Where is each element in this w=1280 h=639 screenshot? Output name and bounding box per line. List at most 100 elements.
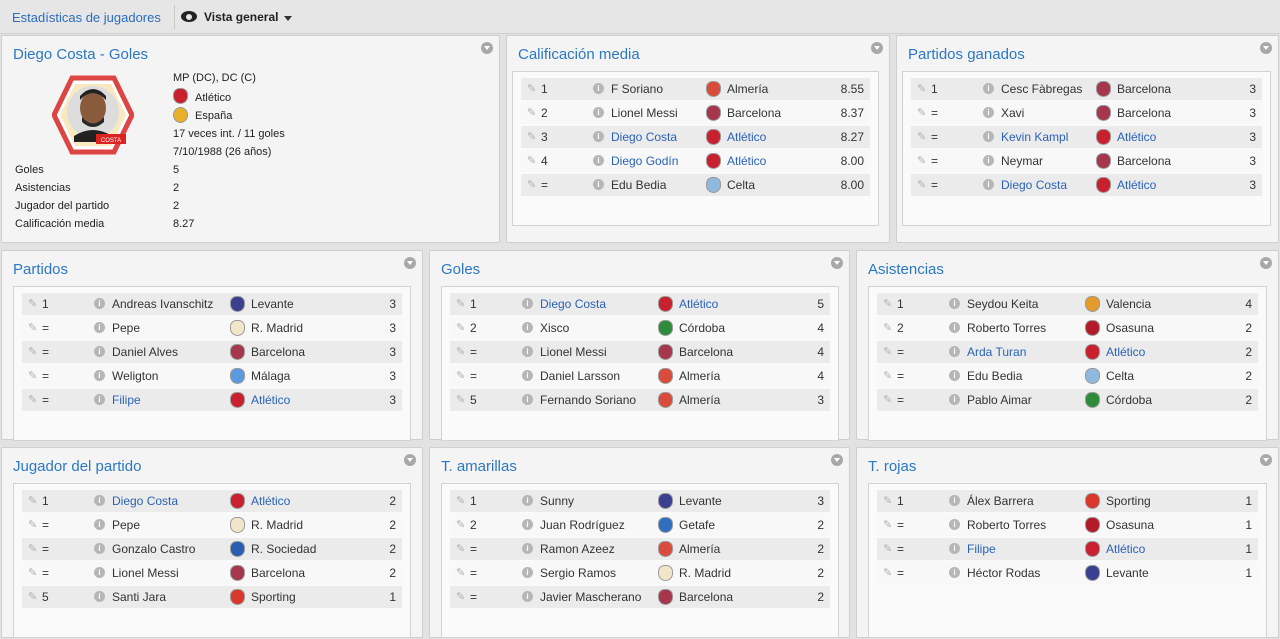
pencil-icon[interactable]: ✎	[28, 591, 38, 603]
pencil-icon[interactable]: ✎	[28, 567, 38, 579]
info-icon[interactable]: i	[522, 567, 533, 578]
pencil-icon[interactable]: ✎	[883, 543, 893, 555]
pencil-icon[interactable]: ✎	[28, 543, 38, 555]
info-icon[interactable]: i	[983, 83, 994, 94]
pencil-icon[interactable]: ✎	[28, 346, 38, 358]
pencil-icon[interactable]: ✎	[28, 298, 38, 310]
info-icon[interactable]: i	[522, 298, 533, 309]
info-icon[interactable]: i	[593, 107, 604, 118]
pencil-icon[interactable]: ✎	[883, 519, 893, 531]
pencil-icon[interactable]: ✎	[527, 131, 537, 143]
info-icon[interactable]: i	[983, 155, 994, 166]
pencil-icon[interactable]: ✎	[28, 370, 38, 382]
pencil-icon[interactable]: ✎	[883, 567, 893, 579]
club-name[interactable]: Atlético	[727, 154, 767, 168]
pencil-icon[interactable]: ✎	[917, 107, 927, 119]
info-icon[interactable]: i	[949, 495, 960, 506]
breadcrumb[interactable]: Estadísticas de jugadores	[12, 10, 161, 25]
club-name[interactable]: Atlético	[251, 494, 291, 508]
pencil-icon[interactable]: ✎	[883, 298, 893, 310]
pencil-icon[interactable]: ✎	[883, 322, 893, 334]
panel-menu-icon[interactable]	[1260, 42, 1272, 54]
player-name[interactable]: Filipe	[112, 393, 141, 407]
info-icon[interactable]: i	[949, 394, 960, 405]
info-icon[interactable]: i	[949, 322, 960, 333]
view-selector[interactable]: Vista general	[204, 10, 279, 24]
panel-menu-icon[interactable]	[831, 257, 843, 269]
player-name[interactable]: Diego Costa	[611, 130, 678, 144]
player-name[interactable]: Arda Turan	[967, 345, 1027, 359]
player-name[interactable]: Diego Costa	[112, 494, 179, 508]
player-name[interactable]: Filipe	[967, 542, 996, 556]
pencil-icon[interactable]: ✎	[917, 179, 927, 191]
pencil-icon[interactable]: ✎	[456, 298, 466, 310]
info-icon[interactable]: i	[94, 495, 105, 506]
panel-menu-icon[interactable]	[404, 454, 416, 466]
pencil-icon[interactable]: ✎	[456, 567, 466, 579]
info-icon[interactable]: i	[522, 519, 533, 530]
pencil-icon[interactable]: ✎	[527, 155, 537, 167]
eye-icon[interactable]	[181, 11, 197, 22]
pencil-icon[interactable]: ✎	[527, 83, 537, 95]
pencil-icon[interactable]: ✎	[28, 495, 38, 507]
player-name[interactable]: Diego Costa	[1001, 178, 1068, 192]
info-icon[interactable]: i	[94, 519, 105, 530]
info-icon[interactable]: i	[94, 394, 105, 405]
pencil-icon[interactable]: ✎	[28, 519, 38, 531]
info-icon[interactable]: i	[949, 370, 960, 381]
info-icon[interactable]: i	[94, 591, 105, 602]
player-name[interactable]: Diego Costa	[540, 297, 607, 311]
pencil-icon[interactable]: ✎	[917, 155, 927, 167]
info-icon[interactable]: i	[94, 322, 105, 333]
info-icon[interactable]: i	[983, 179, 994, 190]
info-icon[interactable]: i	[593, 131, 604, 142]
info-icon[interactable]: i	[949, 346, 960, 357]
info-icon[interactable]: i	[949, 519, 960, 530]
pencil-icon[interactable]: ✎	[883, 394, 893, 406]
club-name[interactable]: Atlético	[679, 297, 719, 311]
player-name[interactable]: Diego Godín	[611, 154, 679, 168]
info-icon[interactable]: i	[593, 179, 604, 190]
pencil-icon[interactable]: ✎	[456, 346, 466, 358]
info-icon[interactable]: i	[94, 370, 105, 381]
panel-menu-icon[interactable]	[1260, 454, 1272, 466]
pencil-icon[interactable]: ✎	[527, 179, 537, 191]
panel-menu-icon[interactable]	[404, 257, 416, 269]
panel-menu-icon[interactable]	[831, 454, 843, 466]
club-name[interactable]: Atlético	[1106, 345, 1146, 359]
pencil-icon[interactable]: ✎	[917, 131, 927, 143]
info-icon[interactable]: i	[94, 543, 105, 554]
info-icon[interactable]: i	[94, 567, 105, 578]
info-icon[interactable]: i	[522, 543, 533, 554]
club-name[interactable]: Atlético	[251, 393, 291, 407]
panel-menu-icon[interactable]	[1260, 257, 1272, 269]
club-name[interactable]: Atlético	[727, 130, 767, 144]
pencil-icon[interactable]: ✎	[917, 83, 927, 95]
club-name[interactable]: Atlético	[1117, 178, 1157, 192]
pencil-icon[interactable]: ✎	[456, 322, 466, 334]
info-icon[interactable]: i	[949, 567, 960, 578]
pencil-icon[interactable]: ✎	[456, 394, 466, 406]
chevron-down-icon[interactable]	[284, 16, 292, 21]
info-icon[interactable]: i	[522, 322, 533, 333]
pencil-icon[interactable]: ✎	[527, 107, 537, 119]
pencil-icon[interactable]: ✎	[456, 591, 466, 603]
pencil-icon[interactable]: ✎	[883, 370, 893, 382]
pencil-icon[interactable]: ✎	[28, 322, 38, 334]
info-icon[interactable]: i	[522, 495, 533, 506]
panel-menu-icon[interactable]	[871, 42, 883, 54]
pencil-icon[interactable]: ✎	[28, 394, 38, 406]
info-icon[interactable]: i	[522, 346, 533, 357]
info-icon[interactable]: i	[949, 298, 960, 309]
pencil-icon[interactable]: ✎	[456, 370, 466, 382]
pencil-icon[interactable]: ✎	[456, 519, 466, 531]
pencil-icon[interactable]: ✎	[456, 543, 466, 555]
info-icon[interactable]: i	[522, 591, 533, 602]
info-icon[interactable]: i	[593, 155, 604, 166]
pencil-icon[interactable]: ✎	[456, 495, 466, 507]
info-icon[interactable]: i	[522, 394, 533, 405]
club-name[interactable]: Atlético	[1117, 130, 1157, 144]
pencil-icon[interactable]: ✎	[883, 346, 893, 358]
info-icon[interactable]: i	[593, 83, 604, 94]
pencil-icon[interactable]: ✎	[883, 495, 893, 507]
